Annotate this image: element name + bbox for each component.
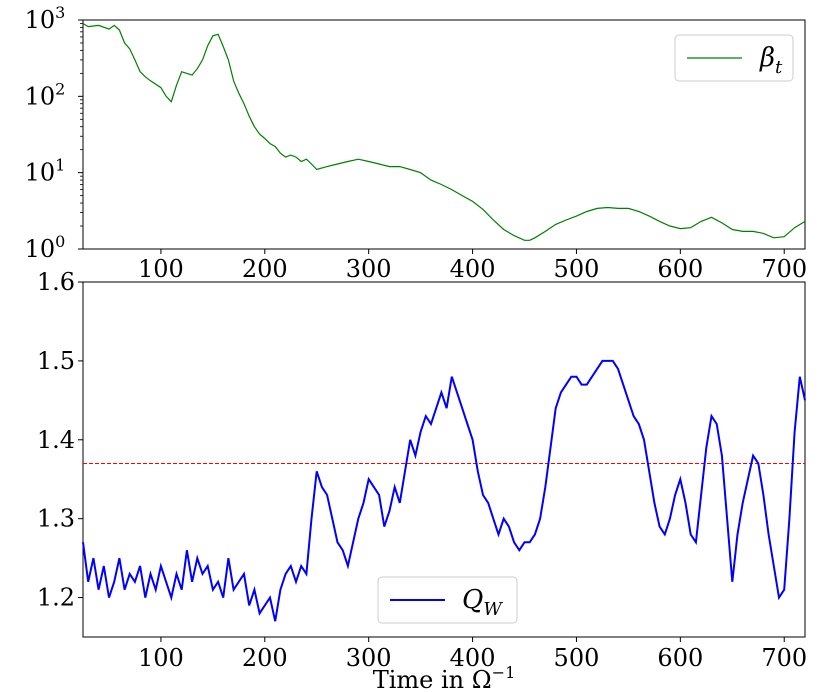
beta-y-tick-label: 101	[25, 156, 66, 187]
beta-line	[82, 22, 806, 241]
qw-y-axis: 1.2 1.3 1.4 1.5 1.6	[37, 268, 83, 612]
qw-line	[82, 359, 806, 622]
qw-y-tick-label: 1.2	[37, 584, 75, 612]
beta-x-tick-label: 300	[346, 255, 392, 283]
qw-y-tick-label: 1.6	[37, 268, 75, 296]
beta-y-tick-exponent: 3	[55, 3, 65, 22]
beta-y-tick-exponent: 2	[55, 79, 65, 98]
qw-legend-symbol: Q	[462, 585, 483, 615]
beta-y-tick-label: 103	[25, 3, 66, 34]
beta-x-tick-label: 600	[657, 255, 703, 283]
beta-x-tick-label: 200	[242, 255, 288, 283]
qw-y-tick-label: 1.3	[37, 505, 75, 533]
beta-y-tick-exponent: 1	[55, 156, 65, 175]
qw-y-tick-label: 1.5	[37, 347, 75, 375]
qw-legend: QW	[377, 576, 518, 624]
qw-x-tick-label: 400	[450, 644, 496, 672]
beta-x-tick-label: 100	[138, 255, 184, 283]
beta-y-tick-label: 102	[25, 79, 66, 110]
qw-x-tick-label: 100	[138, 644, 184, 672]
qw-x-tick-label: 700	[761, 644, 807, 672]
beta-x-tick-label: 700	[761, 255, 807, 283]
beta-legend-label: βt	[759, 43, 783, 78]
x-axis-label: Time in Ω−1	[373, 663, 516, 692]
beta-legend-subscript: t	[775, 57, 783, 78]
qw-x-tick-label: 200	[242, 644, 288, 672]
x-axis-label-text: Time in Ω	[373, 666, 492, 692]
qw-x-axis: 100 200 300 400 500 600 700	[138, 637, 807, 672]
beta-x-axis: 100 200 300 400 500 600 700	[138, 249, 807, 283]
beta-y-tick-base: 10	[25, 159, 56, 187]
beta-x-tick-label: 400	[450, 255, 496, 283]
qw-legend-box	[377, 576, 518, 624]
qw-legend-subscript: W	[483, 599, 503, 620]
qw-panel: 100 200 300 400 500 600 700 1.2 1.3 1.4 1.5 1.6 QW…	[37, 268, 807, 692]
beta-y-tick-label: 100	[25, 232, 66, 263]
beta-y-tick-base: 10	[25, 235, 56, 263]
beta-y-tick-base: 10	[25, 6, 56, 34]
qw-x-tick-label: 600	[657, 644, 703, 672]
qw-legend-label: QW	[462, 585, 503, 620]
beta-legend: βt	[674, 34, 794, 82]
qw-x-tick-label: 300	[346, 644, 392, 672]
x-axis-label-superscript: −1	[492, 663, 516, 682]
beta-y-tick-base: 10	[25, 82, 56, 110]
qw-y-tick-label: 1.4	[37, 426, 75, 454]
beta-legend-symbol: β	[759, 43, 775, 73]
beta-series-group	[82, 22, 806, 241]
qw-x-tick-label: 500	[554, 644, 600, 672]
qw-series-group	[82, 359, 806, 622]
beta-y-tick-exponent: 0	[55, 232, 65, 251]
beta-x-tick-label: 500	[554, 255, 600, 283]
